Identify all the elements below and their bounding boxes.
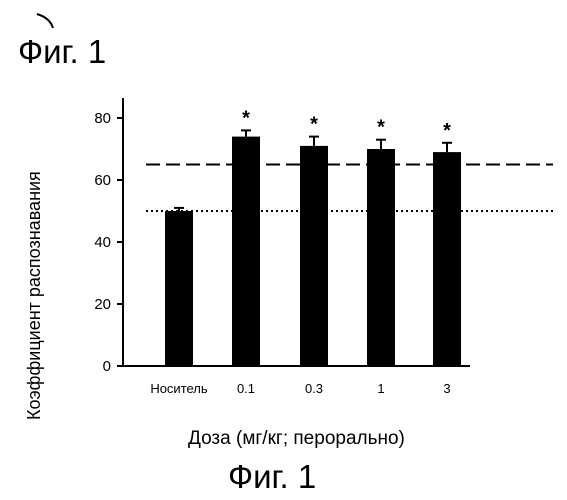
figure-caption: Фиг. 1 [228, 458, 316, 495]
plot-area: 0 20 40 60 80 Носитель 0.1 * 0.3 * 1 * 3 * [94, 98, 553, 396]
y-tick-label: 80 [94, 110, 111, 127]
significance-star: * [242, 107, 250, 129]
x-tick-label: 3 [443, 381, 450, 396]
x-tick-label: 0.3 [305, 381, 323, 396]
significance-star: * [310, 114, 318, 136]
x-tick-label: Носитель [150, 381, 208, 396]
bar [165, 211, 193, 366]
x-tick-label: 1 [377, 381, 384, 396]
y-tick-label: 20 [94, 296, 111, 313]
y-axis-label: Коэффициент распознавания [24, 171, 44, 420]
scan-artifact-mark [37, 14, 53, 28]
x-axis-label: Доза (мг/кг; перорально) [188, 428, 405, 449]
y-tick-label: 60 [94, 172, 111, 189]
bar [232, 137, 260, 366]
bar [300, 146, 328, 366]
figure-title: Фиг. 1 [18, 33, 106, 70]
y-tick-label: 40 [94, 234, 111, 251]
bar [433, 152, 461, 366]
y-tick-label: 0 [103, 358, 111, 375]
significance-star: * [443, 120, 451, 142]
x-tick-label: 0.1 [237, 381, 255, 396]
bar [367, 149, 395, 366]
significance-star: * [377, 117, 385, 139]
